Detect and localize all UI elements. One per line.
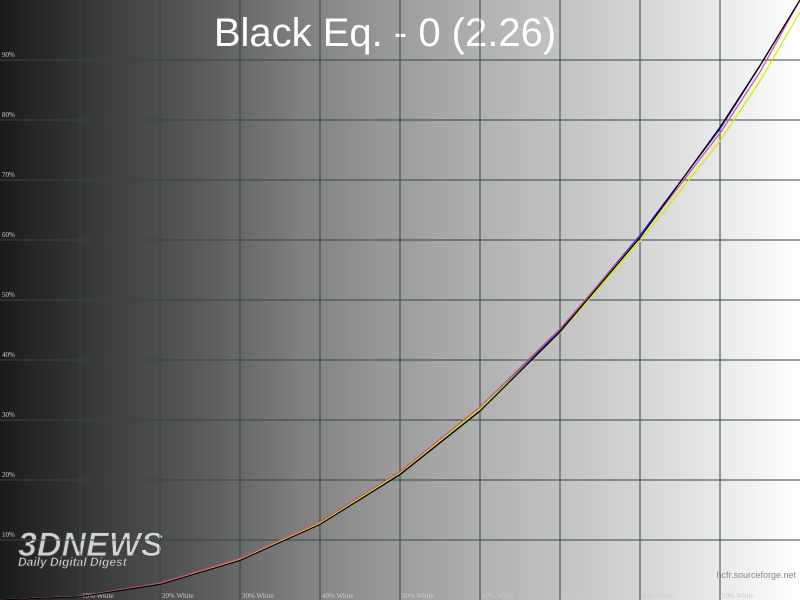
y-tick-label: 60% [2, 231, 15, 239]
logo: 3DNEWS Daily Digital Digest [18, 526, 165, 570]
y-tick-label: 90% [2, 51, 15, 59]
logo-tagline: Daily Digital Digest [18, 555, 128, 569]
x-tick-label: 50% White [402, 592, 434, 600]
y-tick-label: 80% [2, 111, 15, 119]
x-tick-label: 60% White [482, 592, 514, 600]
x-tick-label: 30% White [242, 592, 274, 600]
x-tick-label: 70% White [562, 592, 594, 600]
y-tick-label: 10% [2, 531, 15, 539]
x-tick-label: 80% White [642, 592, 674, 600]
source-text: hcfr.sourceforge.net [716, 570, 796, 580]
x-tick-label: 20% White [162, 592, 194, 600]
y-tick-label: 70% [2, 171, 15, 179]
y-tick-label: 50% [2, 291, 15, 299]
chart-title: Black Eq. - 0 (2.26) [214, 11, 556, 55]
y-tick-label: 20% [2, 471, 15, 479]
y-tick-label: 40% [2, 351, 15, 359]
x-tick-label: 40% White [322, 592, 354, 600]
x-tick-label: 90% White [722, 592, 754, 600]
y-tick-label: 30% [2, 411, 15, 419]
logo-text: 3DNEWS [18, 526, 164, 564]
x-tick-label: 10% White [82, 592, 114, 600]
